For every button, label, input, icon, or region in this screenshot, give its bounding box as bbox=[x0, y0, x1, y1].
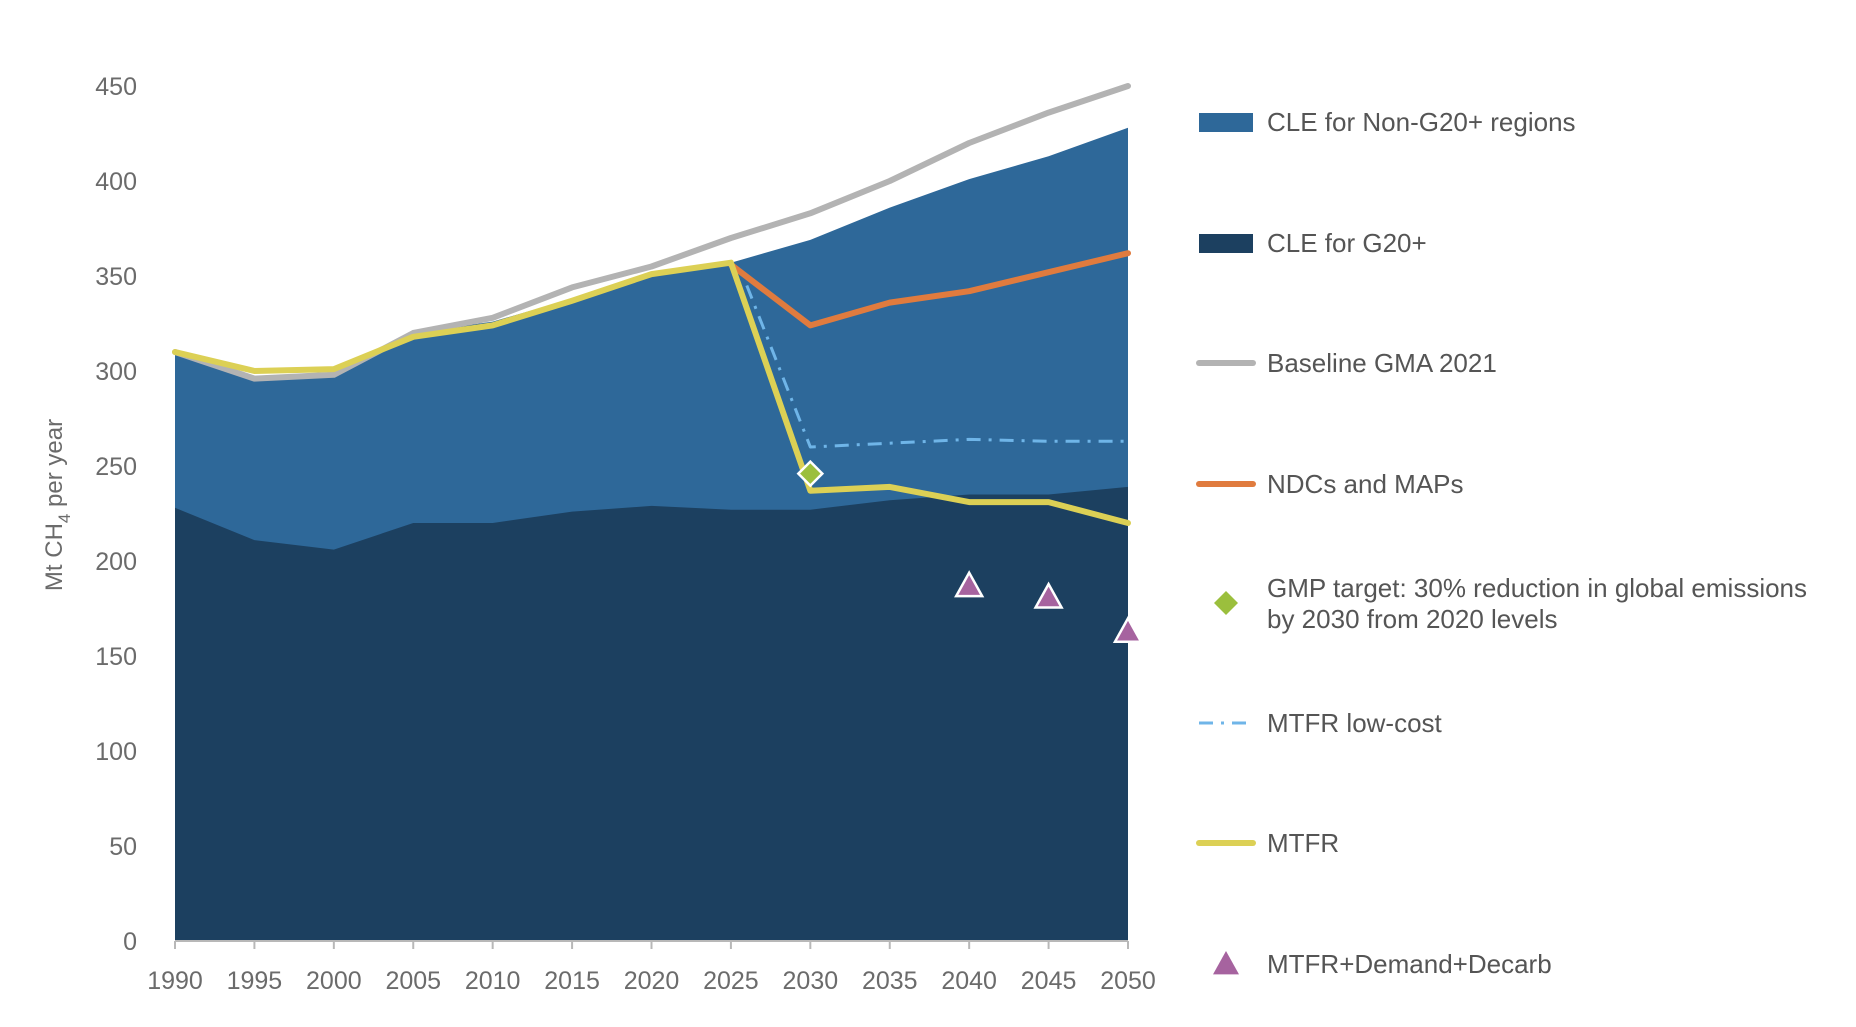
x-tick-label-2035: 2035 bbox=[862, 967, 918, 995]
y-tick-label-150: 150 bbox=[95, 643, 137, 671]
x-tick-label-1990: 1990 bbox=[147, 967, 203, 995]
legend-item-gmp: GMP target: 30% reduction in global emis… bbox=[1214, 573, 1807, 634]
y-axis-title-main: Mt CH bbox=[41, 523, 68, 591]
line-mtfr_low bbox=[745, 284, 1128, 449]
y-tick-label-0: 0 bbox=[123, 928, 137, 956]
marker-decarb-2045 bbox=[1033, 581, 1064, 609]
x-tick-label-1995: 1995 bbox=[227, 967, 283, 995]
legend-label-g20: CLE for G20+ bbox=[1267, 228, 1427, 258]
y-axis-title-tail: per year bbox=[41, 419, 68, 514]
legend: CLE for Non-G20+ regions CLE for G20+ Base… bbox=[1196, 107, 1807, 979]
legend-label-gmp: GMP target: 30% reduction in global emis… bbox=[1267, 573, 1807, 603]
legend-item-decarb: MTFR+Demand+Decarb bbox=[1213, 949, 1552, 979]
line-ndc bbox=[727, 250, 1131, 329]
y-axis-title: Mt CH4 per year bbox=[41, 419, 74, 591]
legend-label-gmp-line2: by 2030 from 2020 levels bbox=[1267, 604, 1558, 634]
axis-layer: 1990 1995 2000 2005 2010 2015 2020 2025 2030 2035… bbox=[95, 73, 1156, 995]
x-tick-label-2050: 2050 bbox=[1100, 967, 1156, 995]
legend-swatch-nong20 bbox=[1199, 113, 1253, 132]
y-tick-label-350: 350 bbox=[95, 263, 137, 291]
x-tick-label-2025: 2025 bbox=[703, 967, 759, 995]
y-tick-label-100: 100 bbox=[95, 738, 137, 766]
x-tick-label-2020: 2020 bbox=[624, 967, 680, 995]
line-mtfr bbox=[172, 259, 1131, 526]
legend-item-nong20: CLE for Non-G20+ regions bbox=[1199, 107, 1576, 137]
y-tick-label-400: 400 bbox=[95, 168, 137, 196]
legend-swatch-gmp bbox=[1214, 591, 1238, 615]
x-tick-label-2030: 2030 bbox=[783, 967, 839, 995]
x-tick-label-2010: 2010 bbox=[465, 967, 521, 995]
y-tick-label-200: 200 bbox=[95, 548, 137, 576]
legend-swatch-decarb bbox=[1213, 951, 1239, 975]
marker-decarb-2050 bbox=[1112, 615, 1144, 643]
legend-swatch-g20 bbox=[1199, 234, 1253, 253]
legend-item-mtfr_low: MTFR low-cost bbox=[1199, 708, 1443, 738]
x-tick-label-2005: 2005 bbox=[385, 967, 441, 995]
x-tick-label-2015: 2015 bbox=[544, 967, 600, 995]
area-g20 bbox=[175, 486, 1128, 941]
legend-label-decarb: MTFR+Demand+Decarb bbox=[1267, 949, 1552, 979]
y-axis-title-subscript: 4 bbox=[55, 514, 74, 523]
legend-item-g20: CLE for G20+ bbox=[1199, 228, 1427, 258]
marker-decarb-2040 bbox=[954, 570, 985, 598]
legend-label-baseline: Baseline GMA 2021 bbox=[1267, 348, 1497, 378]
marker-gmp-2030 bbox=[796, 459, 825, 488]
area-layer bbox=[175, 127, 1128, 942]
line-layer bbox=[172, 83, 1131, 526]
y-tick-label-50: 50 bbox=[109, 833, 137, 861]
marker-layer bbox=[796, 459, 1144, 643]
legend-label-mtfr_low: MTFR low-cost bbox=[1267, 708, 1443, 738]
y-tick-label-250: 250 bbox=[95, 453, 137, 481]
line-baseline bbox=[172, 83, 1131, 382]
x-tick-label-2000: 2000 bbox=[306, 967, 362, 995]
x-tick-label-2040: 2040 bbox=[941, 967, 997, 995]
y-tick-label-450: 450 bbox=[95, 73, 137, 101]
legend-label-mtfr: MTFR bbox=[1267, 828, 1339, 858]
legend-label-ndc: NDCs and MAPs bbox=[1267, 469, 1464, 499]
legend-item-ndc: NDCs and MAPs bbox=[1196, 469, 1464, 499]
y-tick-label-300: 300 bbox=[95, 358, 137, 386]
x-tick-label-2045: 2045 bbox=[1021, 967, 1077, 995]
legend-item-mtfr: MTFR bbox=[1196, 828, 1339, 858]
legend-item-baseline: Baseline GMA 2021 bbox=[1196, 348, 1497, 378]
legend-label-nong20: CLE for Non-G20+ regions bbox=[1267, 107, 1576, 137]
